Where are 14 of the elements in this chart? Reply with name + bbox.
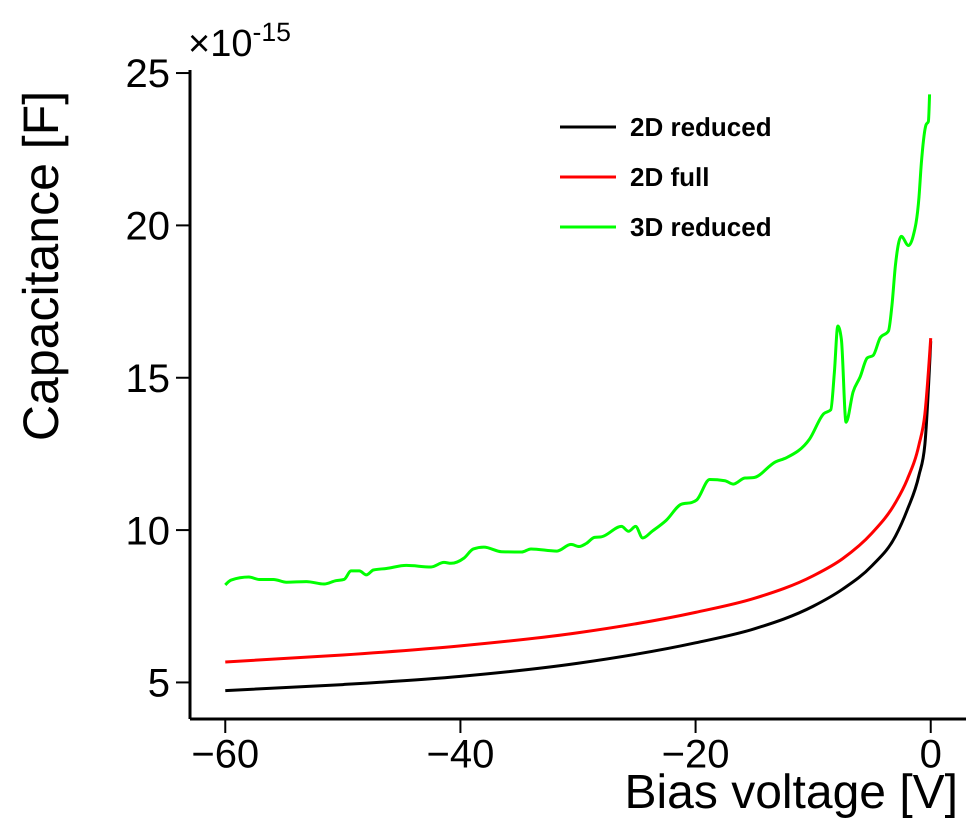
y-axis-title: Capacitance [F] (13, 90, 69, 442)
text: ×10$^{-15}$ (188, 17, 291, 65)
x-tick-label: 0 (920, 732, 942, 776)
line-series (224, 92, 932, 586)
y-tick-label: 15 (126, 356, 170, 401)
y-tick-label: 25 (126, 52, 170, 96)
legend-label: 2D full (630, 162, 710, 192)
x-tick-label: −40 (426, 732, 494, 776)
x-tick-label: −60 (191, 732, 260, 776)
legend-label: 2D reduced (630, 112, 772, 142)
y-tick-label: 5 (148, 662, 170, 706)
y-tick-label: 20 (126, 204, 170, 249)
y-tick-label: 10 (126, 509, 170, 554)
legend-label: 3D reduced (630, 212, 772, 242)
